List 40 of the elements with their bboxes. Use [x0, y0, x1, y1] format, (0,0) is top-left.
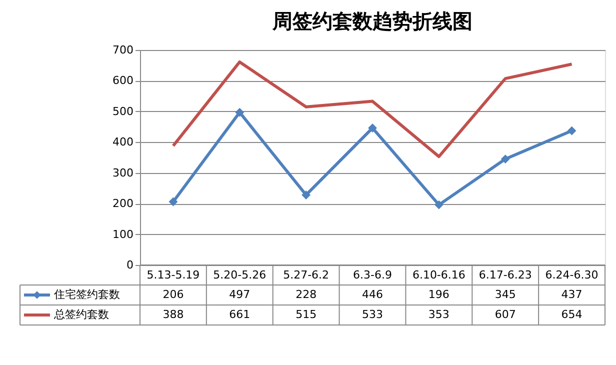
- legend-label: 住宅签约套数: [54, 288, 120, 301]
- data-label: 607: [494, 308, 516, 321]
- y-tick-label: 700: [112, 44, 134, 56]
- point: [567, 126, 576, 136]
- point: [368, 124, 377, 132]
- point: [168, 197, 178, 206]
- data-label: 446: [362, 288, 383, 301]
- x-tick-label: 5.13-5.19: [146, 268, 200, 282]
- data-label: 228: [296, 288, 317, 301]
- x-tick-label: 6.17-6.23: [478, 268, 532, 282]
- y-tick-label: 400: [112, 136, 134, 149]
- data-label: 353: [428, 308, 450, 321]
- point: [500, 154, 510, 164]
- chart-title: 周签约套数趋势折线图: [272, 9, 472, 33]
- point: [434, 200, 444, 210]
- data-label: 388: [162, 308, 184, 321]
- data-label: 206: [162, 288, 184, 301]
- x-tick-label: 6.24-6.30: [545, 268, 598, 282]
- data-label: 654: [561, 308, 582, 321]
- y-tick-label: 600: [112, 74, 134, 88]
- y-tick-label: 200: [112, 197, 134, 210]
- data-label: 345: [494, 288, 516, 301]
- data-label: 437: [561, 288, 582, 301]
- point: [302, 190, 311, 200]
- data-label: 196: [428, 288, 450, 301]
- point: [235, 108, 244, 117]
- data-label: 533: [362, 308, 383, 321]
- legend-label: 总签约套数: [53, 308, 109, 321]
- y-tick-label: 100: [112, 228, 134, 241]
- y-tick-label: 500: [112, 104, 134, 118]
- x-tick-label: 6.10-6.16: [412, 268, 466, 282]
- data-label: 661: [229, 308, 250, 321]
- data-label: 515: [296, 308, 317, 321]
- y-tick-label: 300: [112, 166, 134, 180]
- x-tick-label: 5.27-6.2: [283, 268, 330, 282]
- x-tick-label: 6.3-6.9: [353, 268, 392, 282]
- y-tick-label: 0: [126, 258, 134, 272]
- data-label: 497: [229, 288, 250, 301]
- x-tick-label: 5.20-5.26: [213, 268, 266, 282]
- line-series: [172, 60, 574, 158]
